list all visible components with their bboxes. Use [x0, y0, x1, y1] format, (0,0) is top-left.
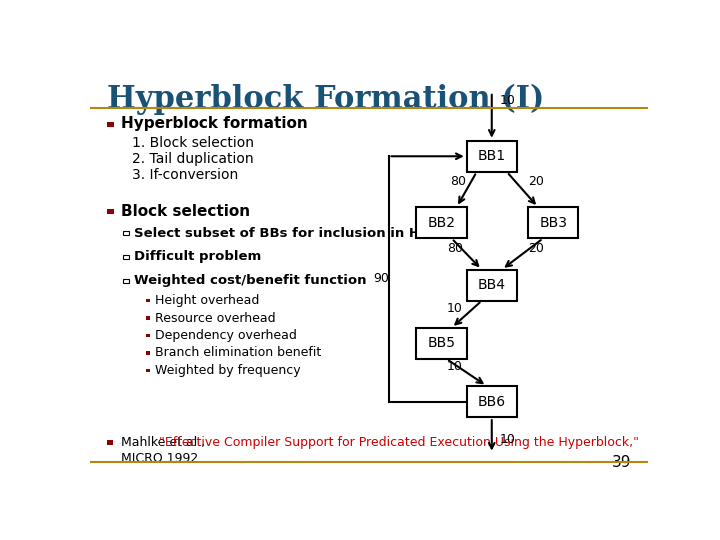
Text: 80: 80: [447, 242, 463, 255]
Text: BB1: BB1: [477, 149, 506, 163]
Text: Mahlke et al.,: Mahlke et al.,: [121, 436, 209, 449]
Text: 39: 39: [612, 455, 631, 470]
Bar: [145, 352, 150, 355]
Text: MICRO 1992.: MICRO 1992.: [121, 451, 202, 464]
Text: Height overhead: Height overhead: [155, 294, 259, 307]
Text: Weighted by frequency: Weighted by frequency: [155, 364, 300, 377]
Bar: [124, 231, 129, 235]
Text: 10: 10: [500, 93, 516, 106]
Text: 10: 10: [447, 302, 463, 315]
Text: Block selection: Block selection: [121, 204, 250, 219]
Text: Select subset of BBs for inclusion in HB: Select subset of BBs for inclusion in HB: [133, 227, 430, 240]
Bar: [124, 255, 129, 259]
Text: Hyperblock Formation (I): Hyperblock Formation (I): [107, 84, 544, 114]
Text: 20: 20: [528, 242, 544, 255]
Bar: [145, 334, 150, 337]
FancyBboxPatch shape: [528, 207, 578, 238]
Text: BB2: BB2: [428, 216, 456, 230]
Bar: [107, 209, 114, 214]
FancyBboxPatch shape: [416, 207, 467, 238]
Bar: [145, 299, 150, 302]
Text: Hyperblock formation: Hyperblock formation: [121, 116, 307, 131]
Bar: [145, 316, 150, 320]
Text: 2. Tail duplication: 2. Tail duplication: [132, 152, 253, 166]
Text: BB6: BB6: [477, 395, 506, 409]
Text: 10: 10: [447, 360, 463, 374]
Text: 20: 20: [528, 176, 544, 188]
Text: Difficult problem: Difficult problem: [133, 251, 261, 264]
Text: Branch elimination benefit: Branch elimination benefit: [155, 347, 321, 360]
Bar: [107, 440, 114, 445]
Bar: [145, 369, 150, 372]
Text: 80: 80: [450, 176, 466, 188]
Bar: [124, 279, 129, 282]
Text: Resource overhead: Resource overhead: [155, 312, 275, 325]
Text: BB5: BB5: [428, 336, 456, 350]
Text: Dependency overhead: Dependency overhead: [155, 329, 297, 342]
FancyBboxPatch shape: [467, 269, 517, 301]
Text: 1. Block selection: 1. Block selection: [132, 136, 254, 150]
Text: 3. If-conversion: 3. If-conversion: [132, 167, 238, 181]
FancyBboxPatch shape: [467, 141, 517, 172]
FancyBboxPatch shape: [416, 328, 467, 359]
Text: 10: 10: [500, 433, 516, 446]
FancyBboxPatch shape: [467, 386, 517, 417]
Text: BB3: BB3: [539, 216, 567, 230]
Text: 90: 90: [373, 273, 389, 286]
Text: "Effective Compiler Support for Predicated Execution Using the Hyperblock,": "Effective Compiler Support for Predicat…: [159, 436, 639, 449]
Text: BB4: BB4: [478, 278, 505, 292]
Bar: [107, 122, 114, 127]
Text: Weighted cost/benefit function: Weighted cost/benefit function: [133, 274, 366, 287]
